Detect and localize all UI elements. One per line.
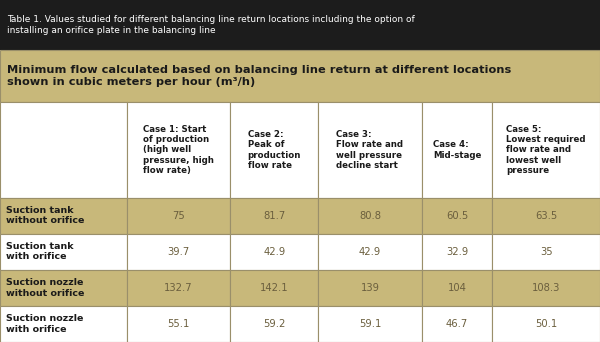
Bar [0,306,127,342]
Bar [422,198,493,234]
Text: Case 5:
Lowest required
flow rate and
lowest well
pressure: Case 5: Lowest required flow rate and lo… [506,124,586,175]
Bar [422,270,493,306]
Text: Suction tank
without orifice: Suction tank without orifice [6,206,85,225]
Bar [230,198,318,234]
Bar [493,270,600,306]
Bar [318,198,422,234]
Bar [230,306,318,342]
Text: 42.9: 42.9 [263,247,286,257]
Bar [127,198,230,234]
Text: 63.5: 63.5 [535,211,557,221]
Bar [493,234,600,270]
Bar [0,102,127,198]
Text: 35: 35 [540,247,553,257]
Bar [0,234,127,270]
Text: 142.1: 142.1 [260,283,289,293]
Bar [318,270,422,306]
Text: 132.7: 132.7 [164,283,193,293]
Text: Minimum flow calculated based on balancing line return at different locations
sh: Minimum flow calculated based on balanci… [7,65,511,87]
Text: Case 2:
Peak of
production
flow rate: Case 2: Peak of production flow rate [248,130,301,170]
Bar [230,234,318,270]
Text: 75: 75 [172,211,185,221]
Bar [422,234,493,270]
Text: Table 1. Values studied for different balancing line return locations including : Table 1. Values studied for different ba… [7,15,415,35]
Text: 55.1: 55.1 [167,319,190,329]
Bar [127,270,230,306]
Bar [127,306,230,342]
Bar [127,234,230,270]
Text: 32.9: 32.9 [446,247,468,257]
Bar [493,306,600,342]
Bar [230,102,318,198]
Bar [0,50,600,102]
Bar [230,270,318,306]
Bar [127,102,230,198]
Text: Suction tank
with orifice: Suction tank with orifice [6,242,74,261]
Text: 50.1: 50.1 [535,319,557,329]
Text: Suction nozzle
with orifice: Suction nozzle with orifice [6,314,83,334]
Text: 39.7: 39.7 [167,247,190,257]
Text: 59.1: 59.1 [359,319,381,329]
Bar [0,0,600,50]
Bar [0,198,127,234]
Text: 60.5: 60.5 [446,211,468,221]
Text: 80.8: 80.8 [359,211,381,221]
Text: Case 1: Start
of production
(high well
pressure, high
flow rate): Case 1: Start of production (high well p… [143,124,214,175]
Bar [318,102,422,198]
Bar [318,306,422,342]
Text: 59.2: 59.2 [263,319,286,329]
Text: Case 3:
Flow rate and
well pressure
decline start: Case 3: Flow rate and well pressure decl… [337,130,403,170]
Text: 46.7: 46.7 [446,319,468,329]
Text: 139: 139 [361,283,379,293]
Bar [0,270,127,306]
Text: 81.7: 81.7 [263,211,286,221]
Text: 42.9: 42.9 [359,247,381,257]
Bar [493,102,600,198]
Text: Suction nozzle
without orifice: Suction nozzle without orifice [6,278,85,298]
Bar [422,306,493,342]
Text: 104: 104 [448,283,466,293]
Bar [318,234,422,270]
Text: Case 4:
Mid-stage: Case 4: Mid-stage [433,140,481,160]
Bar [422,102,493,198]
Text: 108.3: 108.3 [532,283,560,293]
Bar [493,198,600,234]
